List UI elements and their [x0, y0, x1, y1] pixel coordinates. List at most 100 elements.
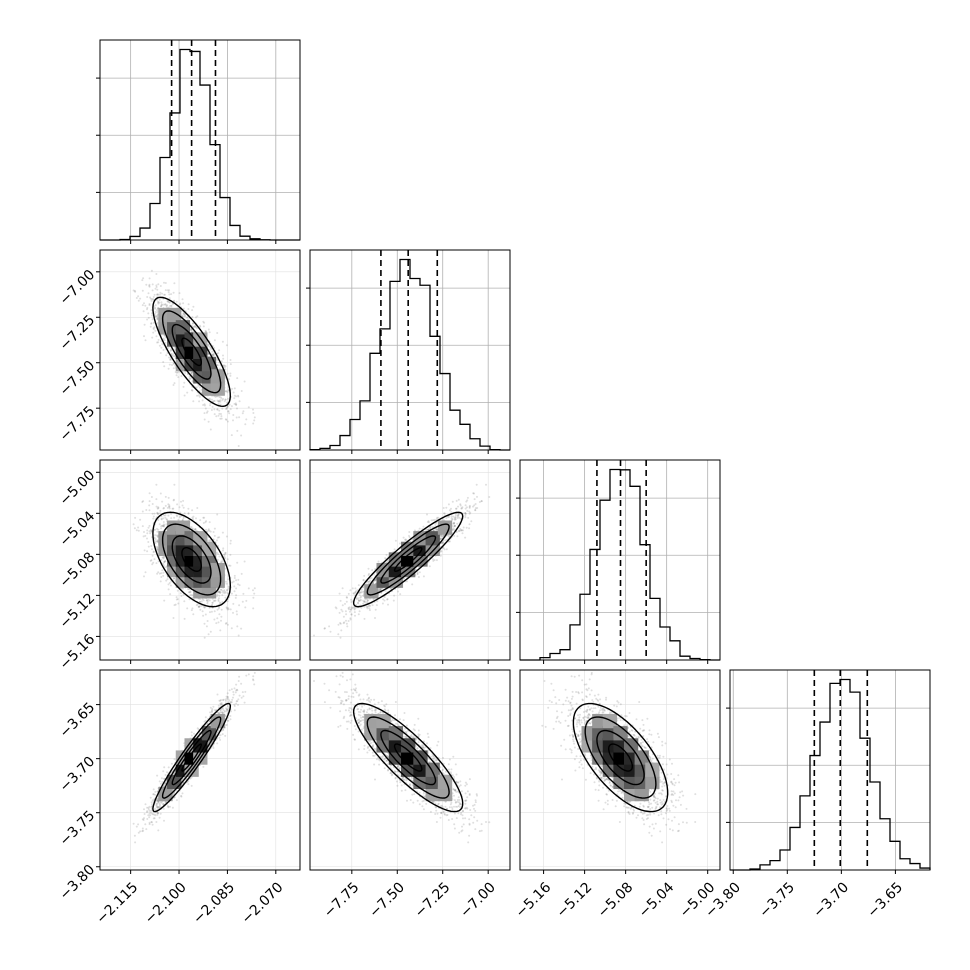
scatter-point — [207, 328, 210, 331]
scatter-point — [193, 325, 196, 328]
scatter-point — [232, 419, 234, 422]
scatter-point — [205, 411, 208, 414]
scatter-point — [169, 349, 172, 352]
scatter-point — [157, 341, 160, 344]
scatter-point — [206, 602, 209, 605]
scatter-point — [195, 517, 197, 520]
scatter-point — [148, 283, 151, 286]
scatter-point — [148, 504, 151, 507]
scatter-point — [222, 354, 224, 357]
scatter-point — [216, 536, 219, 539]
scatter-point — [408, 534, 410, 537]
scatter-point — [220, 413, 222, 415]
scatter-point — [230, 592, 233, 595]
scatter-point — [141, 510, 144, 513]
scatter-point — [434, 523, 437, 526]
scatter-point — [157, 519, 160, 521]
scatter-point — [145, 509, 148, 511]
scatter-point — [204, 613, 207, 616]
scatter-point — [244, 606, 247, 609]
scatter-point — [207, 420, 210, 423]
scatter-point — [206, 410, 209, 413]
scatter-panel-1-0 — [96, 249, 301, 454]
scatter-point — [461, 532, 464, 535]
scatter-point — [213, 618, 216, 621]
scatter-point — [175, 596, 178, 599]
scatter-point — [228, 564, 231, 567]
scatter-point — [141, 279, 144, 282]
scatter-point — [152, 517, 155, 520]
scatter-point — [171, 364, 173, 366]
scatter-point — [168, 504, 171, 507]
scatter-point — [233, 577, 236, 579]
scatter-point — [146, 306, 149, 309]
scatter-point — [196, 394, 198, 397]
scatter-point — [141, 304, 144, 307]
scatter-point — [154, 304, 157, 307]
scatter-point — [202, 614, 205, 617]
scatter-point — [191, 316, 194, 318]
scatter-point — [167, 583, 170, 586]
scatter-point — [466, 496, 469, 499]
scatter-point — [451, 500, 454, 503]
scatter-point — [168, 356, 170, 359]
scatter-point — [203, 412, 206, 415]
scatter-point — [220, 619, 222, 622]
scatter-point — [164, 504, 167, 507]
scatter-point — [160, 305, 163, 307]
histogram-panel-0 — [96, 39, 301, 244]
scatter-point — [204, 330, 207, 332]
scatter-point — [174, 371, 177, 373]
scatter-point — [146, 529, 149, 532]
scatter-point — [345, 613, 348, 616]
scatter-point — [150, 545, 153, 547]
scatter-point — [168, 297, 171, 300]
scatter-point — [162, 303, 165, 306]
scatter-point — [217, 599, 220, 601]
scatter-point — [225, 418, 228, 421]
scatter-point — [212, 353, 215, 356]
scatter-point — [220, 608, 223, 611]
scatter-point — [224, 551, 227, 554]
scatter-point — [156, 311, 159, 314]
scatter-point — [175, 514, 178, 517]
scatter-point — [155, 284, 158, 287]
scatter-point — [209, 630, 212, 633]
scatter-point — [132, 523, 135, 526]
scatter-point — [192, 305, 195, 308]
scatter-point — [226, 420, 229, 423]
scatter-point — [218, 613, 221, 616]
scatter-point — [190, 329, 193, 332]
scatter-point — [452, 515, 455, 518]
scatter-point — [210, 409, 213, 411]
scatter-point — [227, 585, 230, 588]
scatter-point — [216, 513, 219, 516]
scatter-point — [148, 492, 151, 495]
scatter-point — [154, 538, 157, 541]
scatter-point — [225, 407, 228, 409]
scatter-point — [237, 578, 240, 581]
scatter-point — [240, 434, 243, 437]
scatter-point — [153, 512, 156, 515]
scatter-point — [152, 328, 155, 331]
scatter-point — [148, 303, 151, 305]
scatter-point — [203, 418, 206, 421]
scatter-point — [189, 591, 192, 594]
scatter-point — [422, 575, 425, 578]
scatter-point — [144, 534, 147, 537]
scatter-point — [152, 550, 155, 553]
scatter-point — [224, 398, 227, 401]
scatter-point — [153, 293, 156, 296]
scatter-point — [149, 296, 152, 299]
scatter-point — [183, 394, 186, 397]
scatter-point — [244, 423, 247, 426]
scatter-point — [346, 625, 349, 628]
scatter-point — [220, 588, 223, 591]
scatter-point — [197, 394, 200, 397]
scatter-point — [150, 299, 153, 302]
scatter-point — [169, 357, 172, 360]
scatter-point — [252, 408, 254, 411]
scatter-point — [155, 286, 158, 288]
scatter-point — [170, 517, 173, 520]
scatter-point — [234, 402, 237, 405]
